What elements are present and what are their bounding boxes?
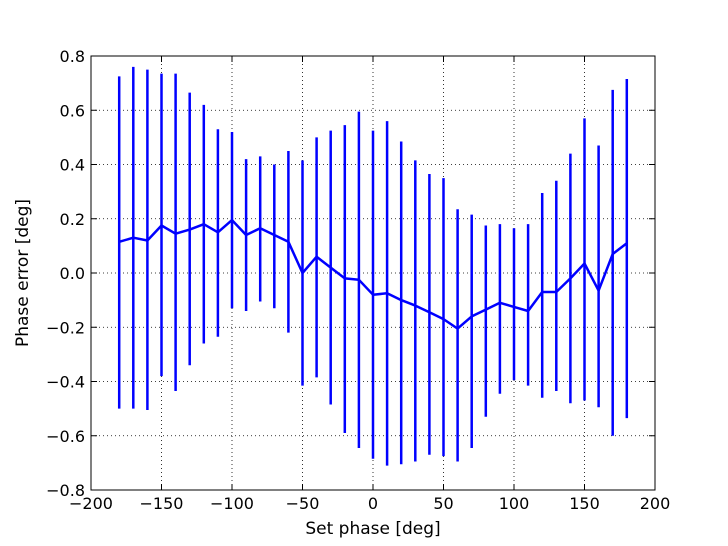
y-tick-label: −0.2 bbox=[46, 318, 85, 337]
mean-line bbox=[118, 218, 628, 330]
x-tick-label: 150 bbox=[569, 494, 600, 513]
axis-ticks: −200 −150 −100 −50 0 50 100 150 200 −0.8 −0.6 −0.4 −… bbox=[46, 47, 670, 513]
y-tick-label: 0.6 bbox=[60, 101, 85, 120]
y-tick-label: 0.0 bbox=[60, 264, 85, 283]
data-series bbox=[117, 66, 629, 466]
x-tick-label: −50 bbox=[286, 494, 320, 513]
x-tick-label: 200 bbox=[640, 494, 671, 513]
x-tick-label: −150 bbox=[140, 494, 184, 513]
x-tick-label: 0 bbox=[368, 494, 378, 513]
x-tick-label: 50 bbox=[433, 494, 453, 513]
y-axis-label: Phase error [deg] bbox=[13, 199, 33, 347]
y-tick-label: −0.6 bbox=[46, 427, 85, 446]
x-tick-label: −100 bbox=[210, 494, 254, 513]
y-tick-label: −0.4 bbox=[46, 373, 85, 392]
x-tick-label: −200 bbox=[69, 494, 113, 513]
y-tick-label: 0.8 bbox=[60, 47, 85, 66]
x-tick-label: 100 bbox=[499, 494, 530, 513]
x-axis-label: Set phase [deg] bbox=[305, 519, 440, 539]
y-tick-label: 0.2 bbox=[60, 210, 85, 229]
y-tick-label: −0.8 bbox=[46, 481, 85, 500]
y-tick-label: 0.4 bbox=[60, 156, 85, 175]
